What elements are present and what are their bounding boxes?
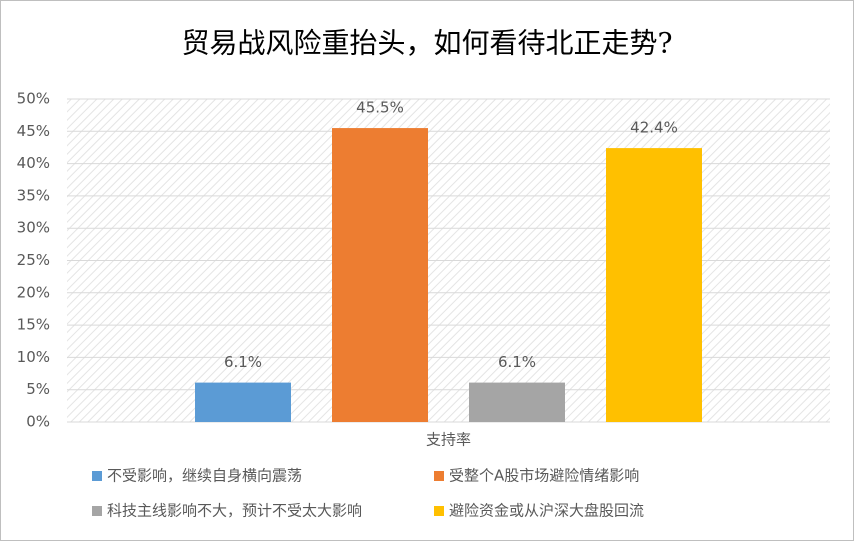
- y-tick-label: 10%: [17, 348, 50, 366]
- chart-title: 贸易战风险重抬头，如何看待北正走势?: [181, 27, 672, 60]
- value-label: 6.1%: [224, 353, 262, 371]
- y-tick-label: 50%: [17, 90, 50, 108]
- value-label: 42.4%: [630, 119, 678, 137]
- legend-label: 不受影响，继续自身横向震荡: [107, 467, 302, 485]
- legend-marker: [92, 506, 102, 516]
- y-tick-label: 45%: [17, 122, 50, 140]
- bar: [195, 382, 291, 422]
- y-tick-label: 20%: [17, 283, 50, 301]
- y-tick-label: 30%: [17, 219, 50, 237]
- y-tick-label: 15%: [17, 316, 50, 334]
- legend-label: 科技主线影响不大，预计不受太大影响: [107, 502, 362, 520]
- legend-marker: [92, 471, 102, 481]
- legend-marker: [434, 506, 444, 516]
- y-tick-label: 25%: [17, 251, 50, 269]
- y-tick-label: 0%: [26, 413, 50, 431]
- legend-label: 避险资金或从沪深大盘股回流: [449, 502, 644, 520]
- value-label: 45.5%: [356, 99, 404, 117]
- bar: [469, 382, 565, 422]
- y-tick-label: 40%: [17, 154, 50, 172]
- bar: [606, 148, 702, 422]
- legend-label: 受整个A股市场避险情绪影响: [449, 467, 639, 485]
- y-tick-label: 35%: [17, 186, 50, 204]
- y-tick-label: 5%: [26, 380, 50, 398]
- x-tick-label: 支持率: [426, 431, 471, 449]
- bar: [332, 128, 428, 422]
- legend-marker: [434, 471, 444, 481]
- value-label: 6.1%: [498, 353, 536, 371]
